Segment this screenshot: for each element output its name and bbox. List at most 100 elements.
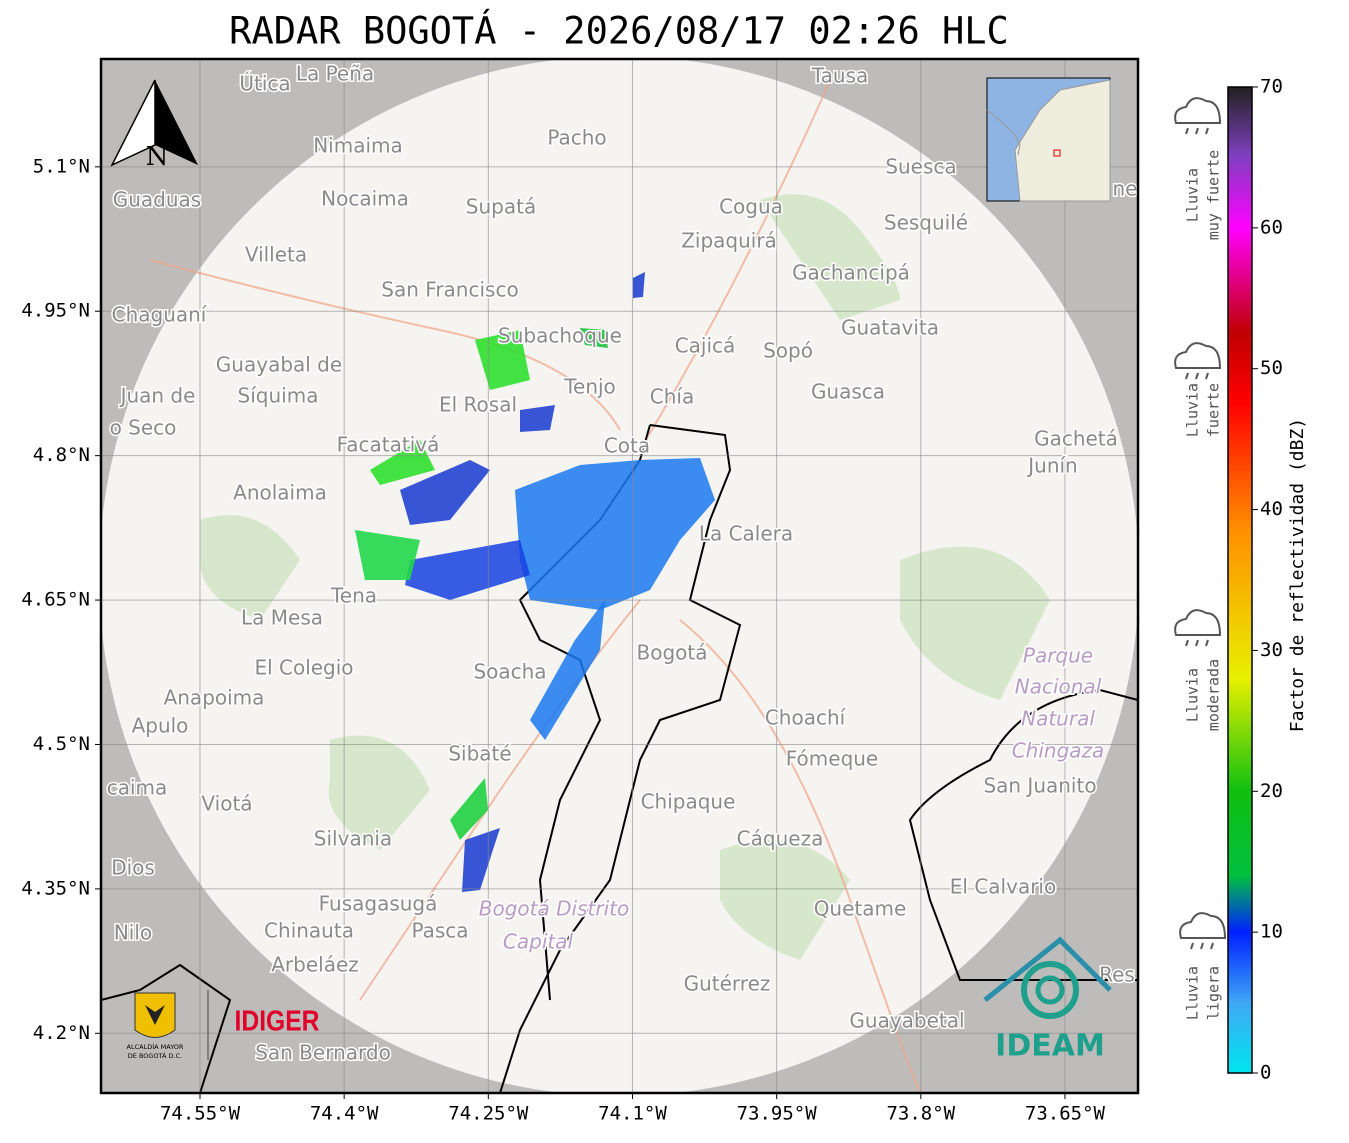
roads: [149, 79, 921, 1092]
place-label: Tena: [330, 584, 377, 608]
logo-ideam: IDEAM: [983, 936, 1112, 1064]
x-tick-label: 74.4°W: [310, 1103, 379, 1125]
place-label: Soacha: [473, 660, 546, 684]
plot-frame: [99, 57, 1140, 1095]
place-label: caima: [107, 776, 168, 800]
map: Útica La Peña Tausa Nimaima Pacho Guaduas Noca…: [101, 59, 1138, 1093]
north-label: N: [146, 142, 169, 172]
place-label: Junín: [1026, 454, 1077, 478]
place-label: Dios: [111, 856, 155, 880]
y-tick-label: 5.1°N: [33, 155, 90, 177]
colorbar-tick-label: 0: [1260, 1062, 1271, 1084]
place-label: Chipaque: [641, 790, 736, 814]
place-label: Útica: [239, 72, 290, 96]
place-label: La Calera: [699, 522, 793, 546]
place-label: Tenjo: [563, 375, 616, 399]
place-label: San Francisco: [381, 278, 518, 302]
colorbar-label: Factor de reflectividad (dBZ): [1287, 418, 1308, 732]
colorbar-tick-label: 40: [1260, 498, 1283, 520]
logo-text: DE BOGOTÁ D.C.: [128, 1051, 182, 1060]
area-label: Capital: [503, 930, 574, 954]
place-label: La Mesa: [241, 606, 323, 630]
place-label: Gachancipá: [792, 261, 910, 285]
place-label: La Peña: [296, 62, 374, 86]
y-tick-label: 4.35°N: [21, 877, 90, 899]
rain-icon: [1174, 342, 1222, 369]
rain-drops: [1185, 127, 1209, 135]
rain-drops: [1190, 942, 1214, 950]
x-tick-label: 74.1°W: [598, 1103, 667, 1125]
colorbar-tick-label: 50: [1260, 357, 1283, 379]
logo-idiger: IDIGER: [235, 1005, 320, 1037]
place-label: Pacho: [547, 126, 606, 150]
department-border: [101, 963, 232, 1093]
place-label: Guayabal de: [216, 353, 342, 377]
rain-category: Lluvia: [1184, 168, 1202, 222]
axes: 74.55°W 74.4°W 74.25°W 74.1°W 73.95°W 73.8°W 7…: [21, 155, 1105, 1124]
place-label: San Juanito: [983, 774, 1096, 798]
place-label: Guasca: [811, 380, 885, 404]
place-label: Villeta: [245, 243, 307, 267]
area-label: Bogotá Distrito: [479, 897, 629, 921]
rain-drops: [1185, 372, 1209, 380]
place-label: Nocaima: [321, 187, 409, 211]
place-label: Zipaquirá: [681, 229, 777, 253]
place-label: Fómeque: [786, 747, 879, 771]
place-label: Chaguaní: [112, 303, 208, 327]
place-label: Cogua: [719, 195, 783, 219]
x-tick-label: 74.25°W: [448, 1103, 529, 1125]
places: Útica La Peña Tausa Nimaima Pacho Guaduas Noca…: [105, 60, 1138, 1066]
place-label: El Colegio: [254, 656, 353, 680]
place-label: Sesquilé: [884, 211, 968, 235]
place-label: Apulo: [132, 714, 189, 738]
place-label: Nilo: [114, 921, 152, 945]
place-label: Guayabetal: [849, 1009, 964, 1033]
place-label: Cajicá: [675, 334, 736, 358]
area-label: Parque: [1023, 644, 1093, 668]
colorbar: [1227, 86, 1253, 1074]
place-label: ne: [1113, 177, 1138, 201]
place-label: Cota: [604, 434, 650, 458]
place-label: Silvania: [314, 827, 392, 851]
place-label: Nimaima: [313, 134, 403, 158]
rain-category: Lluvia: [1184, 966, 1202, 1020]
x-tick-label: 73.95°W: [737, 1103, 818, 1125]
place-label: Arbeláez: [271, 953, 359, 977]
x-tick-label: 73.65°W: [1025, 1103, 1106, 1125]
inset-map: [986, 77, 1111, 202]
y-tick-label: 4.2°N: [33, 1022, 90, 1044]
place-label: Facatativá: [337, 433, 440, 457]
place-label: Guatavita: [841, 316, 939, 340]
rain-category: Lluvia: [1184, 383, 1202, 437]
department-border: [908, 688, 1138, 981]
place-label: o Seco: [110, 416, 177, 440]
place-label: Subachoque: [498, 324, 622, 348]
place-label: Sopó: [763, 339, 813, 363]
place-label: Guaduas: [113, 188, 201, 212]
place-label: Chía: [650, 385, 694, 409]
area-label: Natural: [1021, 707, 1095, 731]
y-tick-label: 4.65°N: [21, 589, 90, 611]
rain-icon: [1174, 97, 1222, 124]
rain-drops: [1185, 639, 1209, 647]
place-label: Bogotá: [637, 641, 708, 665]
place-label: El Rosal: [439, 393, 517, 417]
logo-alcaldia: ALCALDÍA MAYOR DE BOGOTÁ D.C. IDIGER: [127, 990, 320, 1060]
place-label: Viotá: [201, 792, 252, 816]
place-label: Pasca: [411, 919, 468, 943]
colorbar-tick-label: 70: [1260, 76, 1283, 98]
logo-ideam-text: IDEAM: [995, 1029, 1105, 1064]
logo-text: ALCALDÍA MAYOR: [127, 1042, 184, 1051]
place-label: San Bernardo: [255, 1041, 391, 1065]
y-tick-label: 4.95°N: [21, 300, 90, 322]
rain-category: fuerte: [1205, 383, 1223, 437]
place-label: Cáqueza: [737, 827, 824, 851]
title: RADAR BOGOTÁ - 2026/08/17 02:26 HLC: [229, 9, 1009, 53]
rain-category: ligera: [1205, 966, 1223, 1020]
area-label: Nacional: [1015, 675, 1102, 699]
place-label: Gachetá: [1034, 427, 1118, 451]
north-arrow: N: [110, 79, 198, 172]
rain-icon: [1179, 912, 1227, 939]
